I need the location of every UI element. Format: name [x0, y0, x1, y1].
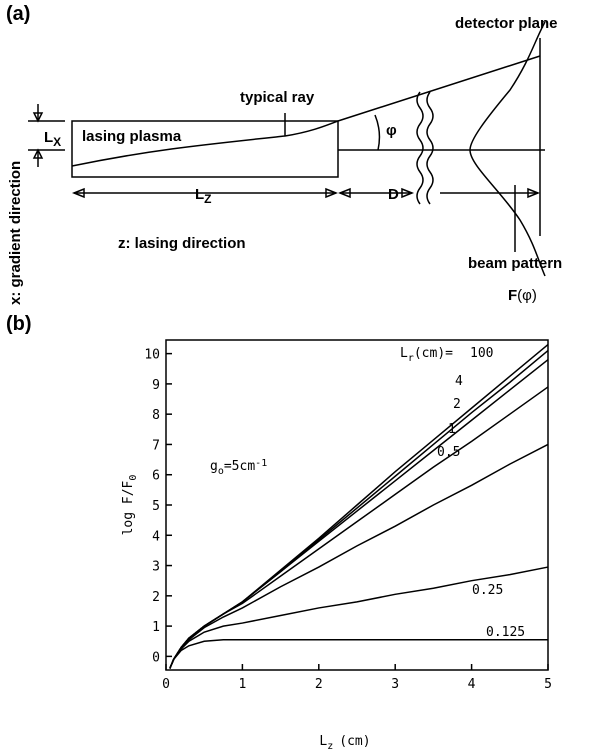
curve-label: 2 [453, 397, 461, 412]
curve [169, 359, 549, 669]
panel-b: go=5cm-1 Lr(cm)= Lz (cm) log F/F0 0 1 2 3 4 50… [121, 339, 552, 752]
lz-main: L [195, 186, 204, 203]
lz-sub: Z [204, 192, 211, 206]
angle-arc [374, 114, 381, 151]
y-tick-label: 2 [152, 590, 160, 605]
x-tick-label: 4 [468, 677, 476, 692]
yl-main: log F/F [121, 480, 136, 535]
lz-label: LZ [195, 186, 212, 206]
x-tick-label: 2 [315, 677, 323, 692]
curve-label: 0.25 [472, 583, 503, 598]
y-tick-label: 7 [152, 438, 160, 453]
curve [169, 638, 548, 669]
x-tick-label: 3 [391, 677, 399, 692]
break [416, 91, 424, 205]
x-tick-label: 0 [162, 677, 170, 692]
ann-mid: =5cm [224, 459, 255, 474]
annotation: go=5cm-1 [210, 458, 267, 477]
panel-a: (a) detector plane typical ray LX lasing… [6, 3, 562, 305]
f-phi: F(φ) [508, 287, 537, 304]
f-main: F [508, 287, 517, 304]
x-axis-label: Lz (cm) [319, 734, 370, 752]
arrowheads [32, 112, 44, 159]
plasma-label: lasing plasma [82, 128, 182, 145]
arrowheads [71, 187, 339, 199]
yl-sub: 0 [128, 475, 139, 481]
st-sub: r [408, 353, 414, 364]
curve [169, 566, 549, 669]
beam-pattern: beam pattern [468, 255, 562, 272]
xl-sub: z [327, 741, 333, 752]
y-tick-label: 8 [152, 408, 160, 423]
detector-plane: detector plane [455, 15, 558, 32]
series-title: Lr(cm)= [400, 346, 453, 364]
ann-sup: -1 [255, 458, 267, 469]
curve-label: 100 [470, 346, 493, 361]
arrowheads [527, 187, 541, 199]
d-label: D [388, 186, 399, 203]
lx-sub: X [53, 135, 61, 149]
y-tick-label: 4 [152, 529, 160, 544]
panel-label: (b) [6, 313, 32, 335]
curve-label: 0.5 [437, 445, 460, 460]
y-tick-label: 6 [152, 469, 160, 484]
st-main: L [400, 346, 408, 361]
beam-curve [469, 21, 546, 277]
y-tick-label: 1 [152, 620, 160, 635]
curve [169, 443, 549, 669]
st-suffix: (cm)= [414, 346, 453, 361]
typical-ray-label: typical ray [240, 89, 315, 106]
y-axis-label: log F/F0 [121, 475, 139, 536]
f-arg: (φ) [517, 287, 537, 304]
lx-label: LX [44, 129, 61, 149]
arrowheads [337, 187, 415, 199]
ann-main: g [210, 459, 218, 474]
curve-label: 1 [448, 422, 456, 437]
typical-ray [71, 55, 541, 167]
phi: φ [386, 122, 397, 139]
y-tick-label: 10 [144, 348, 160, 363]
x-tick-label: 1 [238, 677, 246, 692]
ann-sub: o [218, 466, 224, 477]
x-tick-label: 5 [544, 677, 552, 692]
y-tick-label: 3 [152, 560, 160, 575]
curve-label: 4 [455, 374, 463, 389]
gradient-label: x: gradient direction [7, 161, 24, 305]
break [426, 91, 434, 205]
y-tick-label: 9 [152, 378, 160, 393]
xl-suffix: (cm) [339, 734, 370, 749]
lx-main: L [44, 129, 53, 146]
y-tick-label: 5 [152, 499, 160, 514]
xl-main: L [319, 734, 327, 749]
plasma-box [71, 120, 339, 178]
curve-label: 0.125 [486, 625, 525, 640]
y-tick-label: 0 [152, 650, 160, 665]
panel-label: (a) [6, 3, 30, 25]
lasing-direction: z: lasing direction [118, 235, 246, 252]
